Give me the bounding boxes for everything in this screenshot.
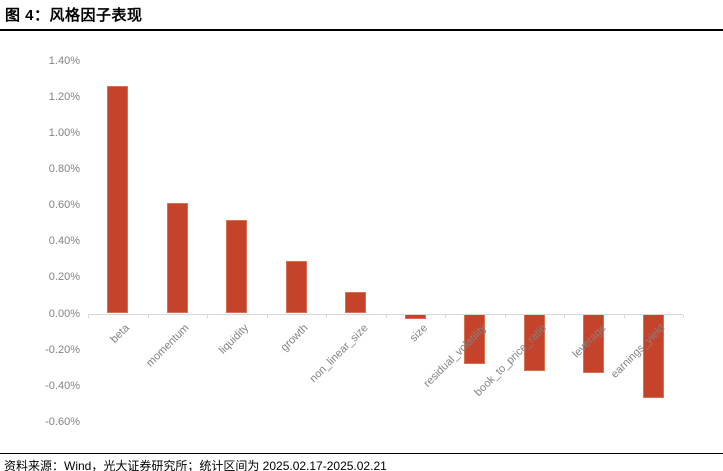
x-axis-tick [88, 314, 89, 318]
x-axis-category-label-liquidity: liquidity [216, 322, 252, 357]
y-axis-tick-label: -0.20% [45, 343, 80, 356]
y-axis-tick-label: 1.20% [48, 90, 80, 103]
x-axis-category-label-momentum: momentum [144, 322, 192, 370]
x-axis-tick [326, 314, 327, 318]
style-factor-bar-chart: 1.40% 1.20% 1.00% 0.80% 0.60% 0.40% 0.20% 0.00%… [0, 31, 723, 451]
bar-non_linear_size [345, 291, 367, 314]
y-axis-tick-label: -0.40% [45, 379, 80, 392]
x-axis-tick [147, 314, 149, 318]
bar-size [404, 313, 426, 319]
x-axis-category-label-size: size [407, 322, 430, 345]
x-axis-tick [266, 314, 268, 318]
y-axis-tick-label: 1.00% [48, 127, 80, 139]
bar-liquidity [226, 219, 248, 314]
y-axis-tick-label: 0.20% [48, 271, 80, 284]
x-axis-tick [445, 314, 446, 318]
bar-earnings_yield [642, 313, 664, 399]
figure-title: 图 4：风格因子表现 [5, 7, 143, 24]
bar-growth [285, 261, 307, 314]
y-axis-tick-label: -0.60% [45, 415, 80, 428]
bar-book_to_price_ratio [523, 313, 545, 372]
x-axis-line [88, 313, 683, 315]
x-axis-tick [385, 314, 387, 318]
y-axis-tick-label: 0.40% [48, 235, 80, 248]
x-axis-category-label-beta: beta [108, 322, 133, 346]
x-axis-tick [504, 314, 506, 318]
bar-leverage [583, 313, 605, 374]
y-axis-tick-label: 1.40% [48, 54, 80, 67]
header-divider [0, 29, 723, 31]
y-axis-tick-label: 0.00% [48, 307, 80, 320]
y-axis-tick-label: 0.80% [48, 163, 80, 176]
x-axis-tick [207, 314, 208, 318]
x-axis-tick [564, 314, 565, 318]
bar-momentum [166, 203, 188, 314]
footer-divider [0, 453, 723, 454]
x-axis-category-label-non_linear_size: non_linear_size [307, 322, 371, 385]
bar-beta [107, 86, 129, 314]
bar-residual_volatility [464, 313, 486, 365]
x-axis-tick [623, 314, 625, 318]
source-note: 资料来源：Wind，光大证券研究所；统计区间为 2025.02.17-2025.… [4, 459, 387, 471]
x-axis-tick [683, 314, 684, 318]
x-axis-category-label-growth: growth [278, 322, 311, 354]
y-axis-tick-label: 0.60% [48, 199, 80, 212]
